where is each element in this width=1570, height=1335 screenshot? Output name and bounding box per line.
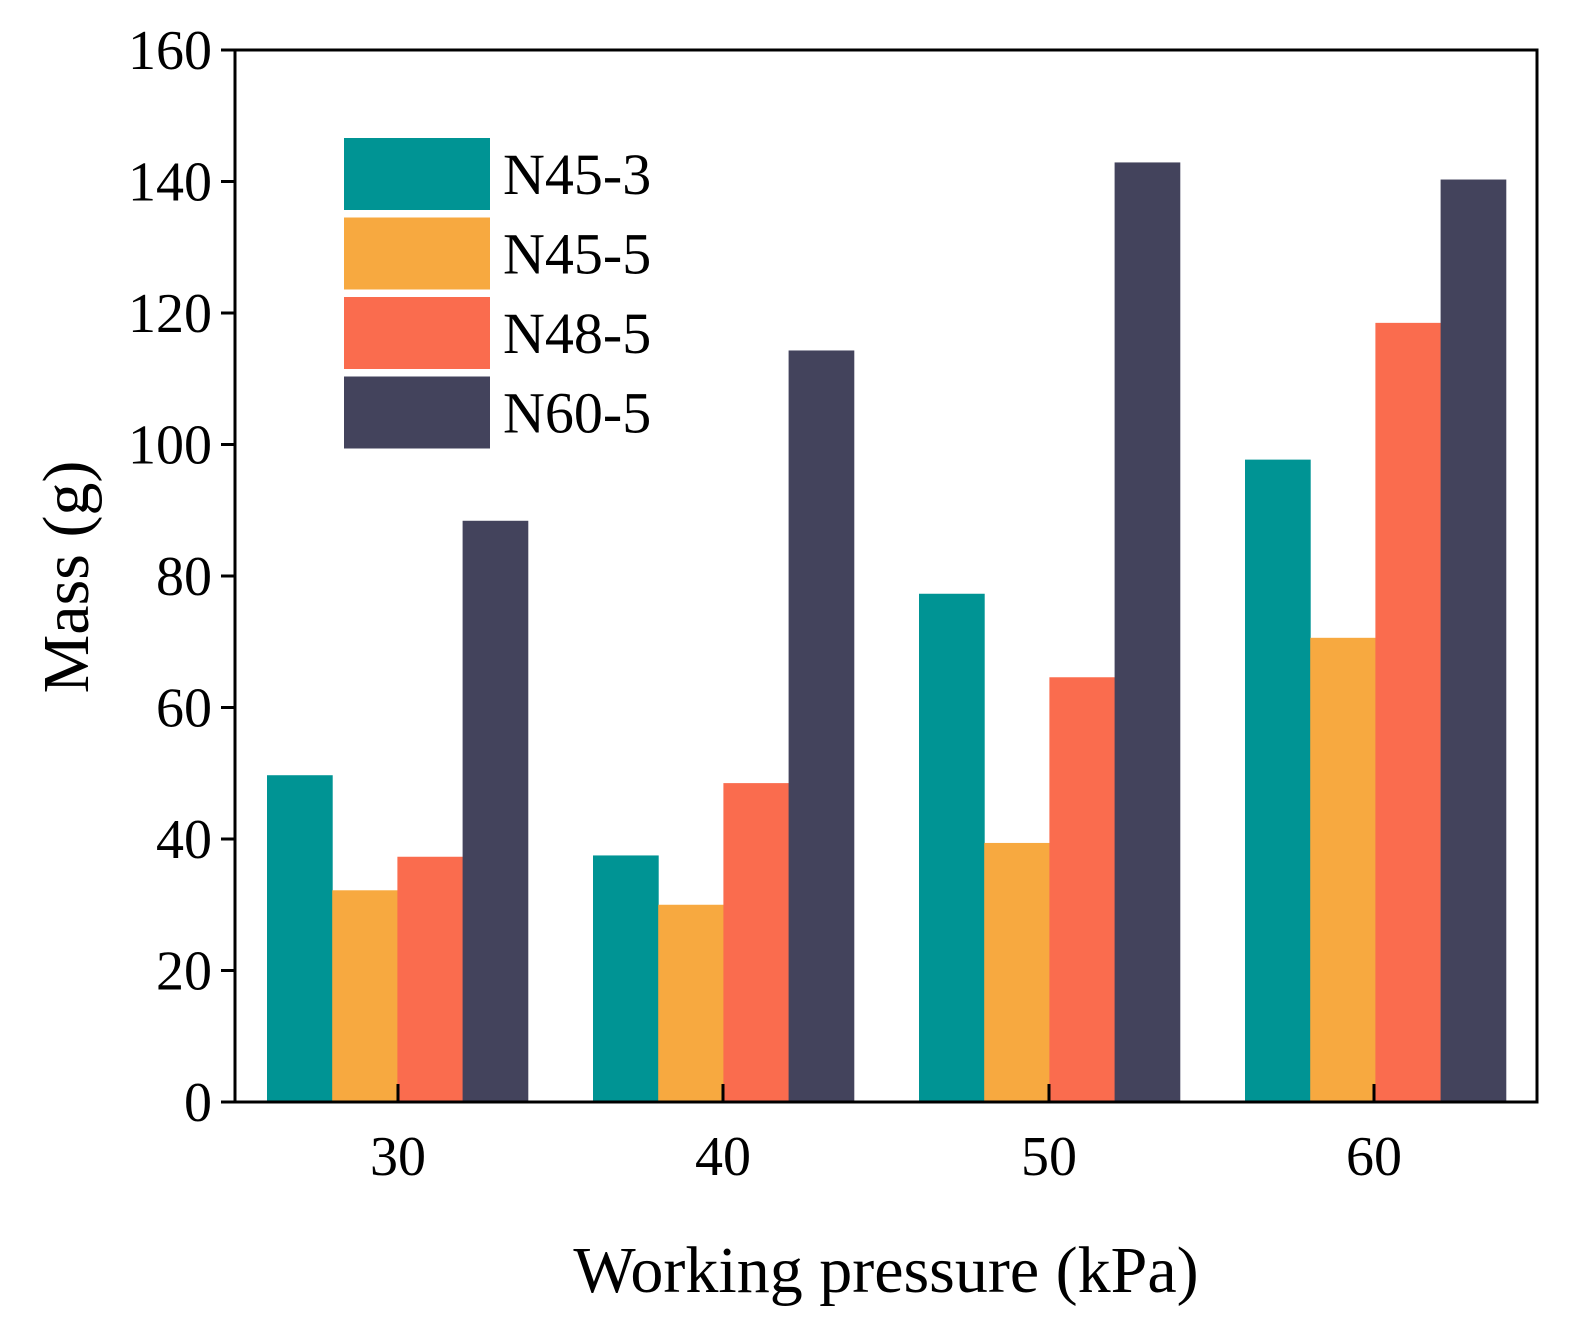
axes-group: 0 20 40 60 80 100 120 140 160 30 40 50 60 xyxy=(128,20,1539,1188)
legend-swatch-N60-5 xyxy=(344,376,490,449)
bar-N48-5-30 xyxy=(397,856,464,1102)
y-tick-label: 20 xyxy=(156,941,212,1003)
x-tick-label: 60 xyxy=(1346,1126,1402,1188)
y-tick-label: 160 xyxy=(128,20,212,82)
bar-N60-5-60 xyxy=(1440,179,1507,1103)
y-tick-label: 100 xyxy=(128,415,212,477)
legend-label-N45-5: N45-5 xyxy=(503,222,651,287)
y-tick-label: 60 xyxy=(156,678,212,740)
legend-swatch-N45-5 xyxy=(344,217,490,290)
bar-N45-3-50 xyxy=(919,593,985,1102)
legend-swatch-N48-5 xyxy=(344,297,490,369)
y-tick-label: 120 xyxy=(128,283,212,345)
y-tick-label: 40 xyxy=(156,809,212,871)
bar-N45-5-60 xyxy=(1310,637,1376,1102)
bars-group xyxy=(267,162,1507,1103)
legend-label-N48-5: N48-5 xyxy=(503,301,651,366)
x-tick-label: 40 xyxy=(695,1126,751,1188)
x-tick-label: 50 xyxy=(1021,1126,1077,1188)
bar-N45-3-60 xyxy=(1245,459,1311,1102)
x-tick-label: 30 xyxy=(370,1126,426,1188)
y-tick-label: 80 xyxy=(156,546,212,608)
x-axis-title: Working pressure (kPa) xyxy=(573,1234,1198,1307)
bar-N60-5-30 xyxy=(462,520,529,1102)
bar-N45-3-40 xyxy=(593,855,659,1102)
bar-N45-3-30 xyxy=(267,775,333,1102)
bar-N48-5-40 xyxy=(723,783,790,1102)
y-tick-label: 0 xyxy=(184,1072,212,1134)
bar-N60-5-50 xyxy=(1114,162,1181,1102)
bar-N48-5-50 xyxy=(1049,677,1116,1102)
bar-N60-5-40 xyxy=(788,350,855,1102)
bar-N48-5-60 xyxy=(1375,322,1442,1102)
y-axis-title: Mass (g) xyxy=(30,461,103,694)
bar-N45-5-40 xyxy=(658,904,724,1102)
bar-N45-5-30 xyxy=(332,890,398,1102)
legend-swatch-N45-3 xyxy=(344,138,490,210)
y-tick-label: 140 xyxy=(128,152,212,214)
bar-N45-5-50 xyxy=(984,842,1050,1102)
legend-label-N60-5: N60-5 xyxy=(503,381,651,446)
legend: N45-3 N45-5 N48-5 N60-5 xyxy=(344,138,651,449)
legend-label-N45-3: N45-3 xyxy=(503,142,651,207)
